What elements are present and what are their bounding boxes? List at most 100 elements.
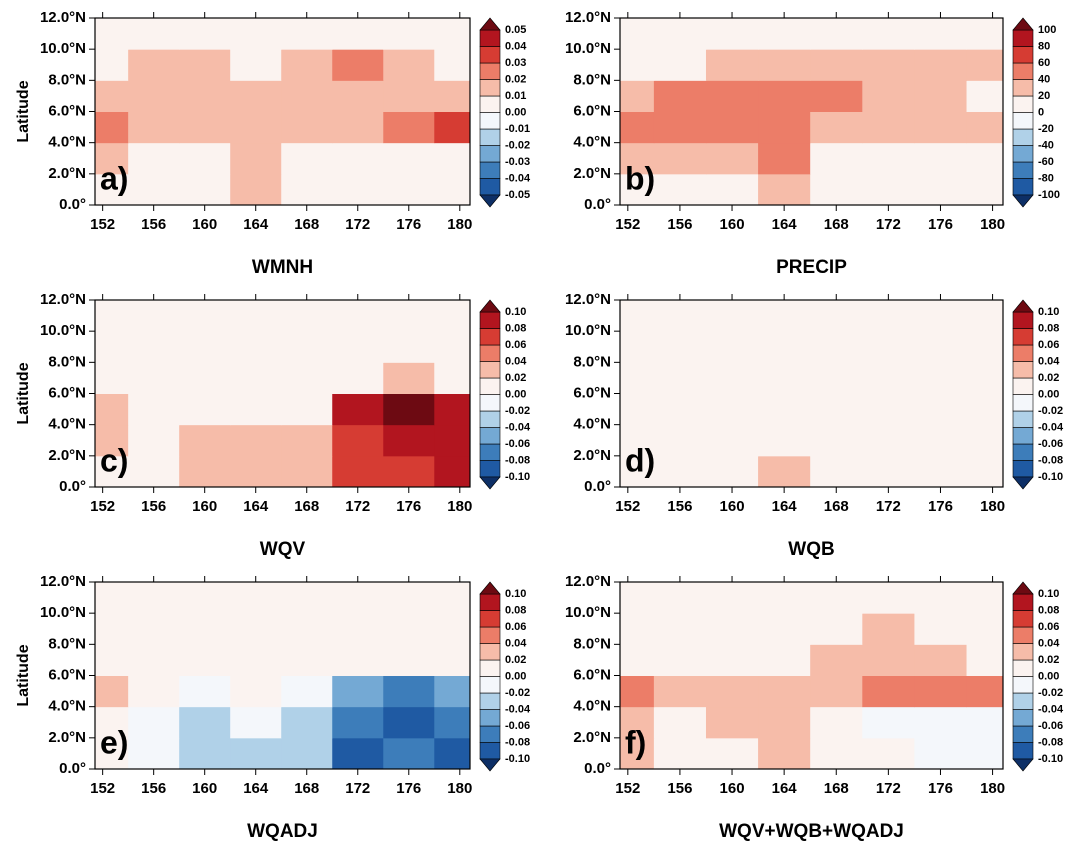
colorbar-bin: [479, 394, 501, 412]
heat-cell: [810, 393, 863, 426]
colorbar-label: -0.06: [1038, 720, 1063, 732]
heat-cell: [705, 393, 759, 426]
heat-cell: [128, 393, 180, 426]
x-tick-label: 168: [824, 498, 849, 515]
heat-cell: [383, 455, 435, 488]
x-tick-label: 164: [772, 498, 798, 515]
heat-cell: [653, 111, 707, 144]
heat-cell: [653, 644, 707, 676]
heat-cell: [862, 424, 915, 457]
heat-cell: [281, 675, 333, 708]
colorbar-bin: [1012, 377, 1034, 395]
heat-cell: [128, 331, 180, 363]
heat-cell: [179, 675, 231, 708]
x-tick-label: 180: [980, 498, 1005, 515]
colorbar-bin: [1012, 145, 1034, 163]
heat-cell: [653, 613, 707, 645]
colorbar-label: -0.04: [505, 703, 531, 715]
heat-cell: [128, 362, 180, 394]
heat-cell: [705, 455, 759, 488]
x-tick-label: 156: [141, 216, 166, 233]
colorbar-label: 0.04: [1038, 637, 1060, 649]
heat-cell: [966, 424, 1004, 457]
heat-cell: [705, 675, 759, 708]
heat-cell: [862, 173, 915, 206]
heat-cell: [128, 424, 180, 457]
y-axis-label: Latitude: [15, 80, 32, 142]
colorbar-label: -0.03: [505, 156, 530, 168]
heat-cell: [914, 455, 968, 488]
colorbar-label: 0.10: [505, 306, 526, 318]
heat-cell: [95, 644, 129, 676]
colorbar-label: -0.06: [505, 438, 530, 450]
colorbar-bin: [479, 410, 501, 428]
heat-cell: [653, 362, 707, 394]
heat-cell: [383, 675, 435, 708]
heat-cell: [966, 300, 1004, 332]
colorbar-label: 0.08: [1038, 604, 1059, 616]
heat-cell: [95, 706, 129, 739]
colorbar-label: -0.08: [1038, 454, 1063, 466]
colorbar-bin: [1012, 643, 1034, 661]
colorbar-bin: [1012, 79, 1034, 97]
colorbar-label: -0.06: [505, 720, 530, 732]
x-tick-label: 180: [447, 498, 472, 515]
heat-cell: [281, 613, 333, 645]
colorbar-bin: [479, 62, 501, 80]
y-tick-label: 6.0°N: [48, 384, 86, 401]
heat-cell: [332, 142, 384, 175]
colorbar-label: 0.06: [505, 621, 526, 633]
heat-cell: [653, 331, 707, 363]
heat-cell: [230, 80, 282, 112]
heat-cell: [810, 613, 863, 645]
heat-cell: [434, 300, 471, 332]
heat-cell: [653, 300, 707, 332]
heat-cell: [758, 18, 811, 50]
y-tick-label: 8.0°N: [573, 635, 611, 652]
colorbar-bin: [479, 95, 501, 113]
heat-cell: [383, 80, 435, 112]
heat-cell: [128, 455, 180, 488]
x-tick-label: 156: [141, 780, 166, 797]
heat-cell: [620, 331, 655, 363]
heat-cell: [434, 111, 471, 144]
colorbar-label: -0.10: [505, 753, 530, 765]
panel-label: a): [100, 160, 128, 196]
colorbar-label: 0.10: [1038, 588, 1059, 600]
heat-cell: [383, 300, 435, 332]
heat-cell: [914, 393, 968, 426]
colorbar-label: 0.04: [1038, 355, 1060, 367]
colorbar-label: -0.10: [1038, 753, 1063, 765]
panel-title: PRECIP: [776, 257, 847, 278]
colorbar-label: -0.01: [505, 123, 530, 135]
y-tick-label: 10.0°N: [40, 40, 86, 57]
heat-cell: [758, 111, 811, 144]
colorbar-label: -40: [1038, 139, 1054, 151]
heat-cell: [914, 173, 968, 206]
heat-cell: [332, 644, 384, 676]
x-tick-label: 156: [667, 780, 692, 797]
heat-cell: [653, 706, 707, 739]
colorbar-bin: [479, 178, 501, 196]
heat-cell: [230, 455, 282, 488]
colorbar-label: 0.06: [1038, 339, 1059, 351]
y-tick-label: 6.0°N: [573, 666, 611, 683]
heat-cell: [620, 362, 655, 394]
heat-cell: [95, 737, 129, 770]
heat-cell: [862, 18, 915, 50]
heat-cell: [179, 173, 231, 206]
heat-cell: [862, 142, 915, 175]
heat-cell: [705, 362, 759, 394]
heat-cell: [434, 706, 471, 739]
x-tick-label: 152: [90, 780, 115, 797]
heat-cell: [705, 173, 759, 206]
heat-cell: [179, 362, 231, 394]
heat-cell: [383, 49, 435, 81]
heat-cell: [758, 173, 811, 206]
heat-cell: [620, 80, 655, 112]
colorbar-bin: [479, 328, 501, 346]
x-tick-label: 164: [243, 216, 269, 233]
colorbar-label: 0.10: [1038, 306, 1059, 318]
y-tick-label: 2.0°N: [48, 447, 86, 464]
